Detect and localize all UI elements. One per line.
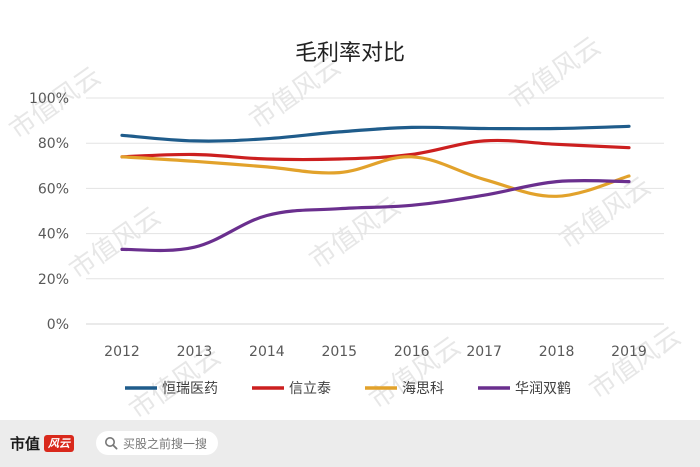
legend: 恒瑞医药 信立泰 海思科 华润双鹤: [125, 381, 571, 397]
chart-title: 毛利率对比: [295, 41, 405, 66]
legend-label: 华润双鹤: [515, 381, 571, 397]
brand-badge: 风云: [44, 435, 75, 452]
x-tick-labels: 2012 2013 2014 2015 2016 2017 2018 2019: [104, 344, 647, 360]
footer-bar: 市值 风云 买股之前搜一搜: [0, 420, 700, 467]
y-tick-label: 20%: [38, 272, 69, 288]
series-lines: [120, 124, 631, 253]
y-tick-label: 60%: [38, 181, 69, 197]
x-tick-label: 2019: [611, 344, 647, 360]
x-tick-label: 2012: [104, 344, 140, 360]
search-placeholder: 买股之前搜一搜: [123, 436, 208, 451]
search-box[interactable]: 买股之前搜一搜: [96, 431, 218, 455]
x-tick-label: 2014: [249, 344, 285, 360]
gridlines: [86, 97, 664, 280]
x-tick-label: 2017: [466, 344, 502, 360]
search-icon: [105, 437, 118, 450]
brand-name: 市值: [10, 435, 41, 453]
brand-logo[interactable]: 市值 风云: [10, 433, 75, 454]
series-line-4: [120, 178, 631, 253]
series-line-3: [120, 155, 631, 198]
y-tick-label: 0%: [47, 317, 69, 333]
y-tick-label: 80%: [38, 136, 69, 152]
series-line-1: [120, 124, 631, 143]
y-tick-label: 40%: [38, 227, 69, 243]
legend-label: 海思科: [402, 381, 444, 397]
x-tick-label: 2018: [539, 344, 575, 360]
legend-label: 信立泰: [289, 381, 331, 397]
watermark-text: 市值风云: [64, 201, 166, 285]
watermark-text: 市值风云: [504, 31, 606, 115]
series-line-2: [120, 138, 631, 162]
x-tick-label: 2015: [321, 344, 357, 360]
x-tick-label: 2013: [177, 344, 213, 360]
x-tick-label: 2016: [394, 344, 430, 360]
watermark-text: 市值风云: [584, 321, 686, 405]
y-tick-labels: 0% 20% 40% 60% 80% 100%: [29, 91, 69, 333]
legend-label: 恒瑞医药: [162, 381, 218, 397]
y-tick-label: 100%: [29, 91, 69, 107]
chart-card: 市值风云 市值风云 市值风云 市值风云 市值风云 市值风云 市值风云 市值风云 市值风云 0% 2…: [0, 0, 700, 420]
